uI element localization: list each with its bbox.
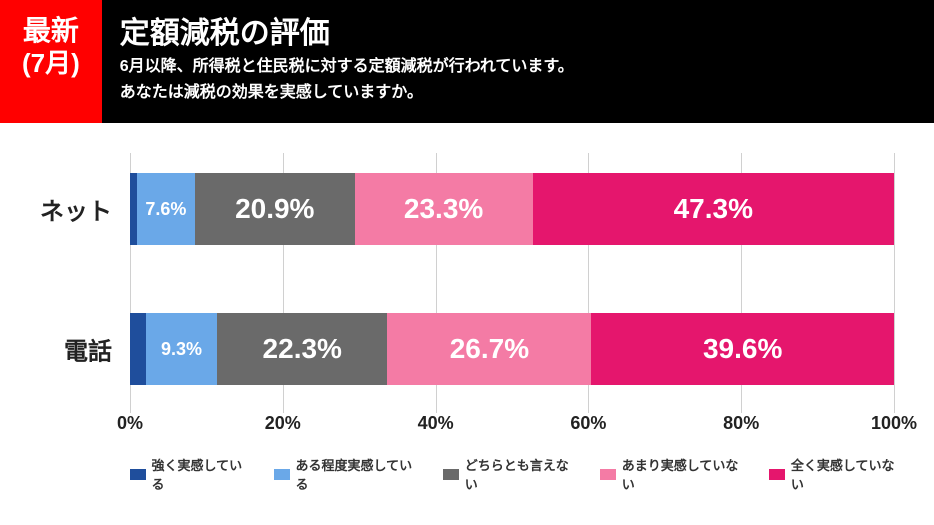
badge-line1: 最新 [22, 14, 80, 48]
legend-label: あまり実感していない [622, 455, 748, 493]
x-tick-label: 40% [418, 413, 454, 434]
category-label: 電話 [64, 332, 112, 367]
bar-segment [130, 313, 146, 385]
legend-label: ある程度実感している [296, 455, 422, 493]
category-label: ネット [40, 192, 112, 227]
title-block: 定額減税の評価 6月以降、所得税と住民税に対する定額減税が行われています。 あな… [102, 0, 592, 123]
bar-segment: 22.3% [217, 313, 387, 385]
x-tick-label: 20% [265, 413, 301, 434]
legend-item: 強く実感している [130, 455, 252, 493]
legend-label: 強く実感している [152, 455, 252, 493]
legend-item: あまり実感していない [600, 455, 747, 493]
chart-title: 定額減税の評価 [120, 14, 574, 53]
bar-segment: 20.9% [195, 173, 355, 245]
bar-row: ネット7.6%20.9%23.3%47.3% [130, 173, 894, 245]
legend-swatch [130, 469, 146, 480]
bar-row: 電話9.3%22.3%26.7%39.6% [130, 313, 894, 385]
gridline [894, 153, 895, 413]
x-tick-label: 60% [570, 413, 606, 434]
legend-swatch [769, 469, 785, 480]
legend-swatch [274, 469, 290, 480]
bar-segment: 39.6% [591, 313, 894, 385]
legend-label: どちらとも言えない [465, 455, 578, 493]
legend-item: ある程度実感している [274, 455, 421, 493]
bar-segment: 7.6% [137, 173, 195, 245]
bar-segment: 26.7% [387, 313, 591, 385]
latest-badge: 最新 (7月) [0, 0, 102, 123]
subtitle-line2: あなたは減税の効果を実感していますか。 [120, 81, 574, 105]
bar-segment [130, 173, 137, 245]
x-tick-label: 80% [723, 413, 759, 434]
plot: 0%20%40%60%80%100%ネット7.6%20.9%23.3%47.3%… [130, 153, 894, 443]
legend-item: どちらとも言えない [443, 455, 578, 493]
legend-item: 全く実感していない [769, 455, 904, 493]
badge-line2: (7月) [22, 48, 80, 79]
chart-area: 0%20%40%60%80%100%ネット7.6%20.9%23.3%47.3%… [0, 123, 934, 503]
header: 最新 (7月) 定額減税の評価 6月以降、所得税と住民税に対する定額減税が行われ… [0, 0, 934, 123]
subtitle-line1: 6月以降、所得税と住民税に対する定額減税が行われています。 [120, 55, 574, 79]
legend-swatch [443, 469, 459, 480]
legend-label: 全く実感していない [791, 455, 904, 493]
legend: 強く実感している ある程度実感している どちらとも言えない あまり実感していない 全く実… [30, 443, 904, 493]
x-tick-label: 0% [117, 413, 143, 434]
x-tick-label: 100% [871, 413, 917, 434]
bar-segment: 47.3% [533, 173, 894, 245]
x-axis: 0%20%40%60%80%100% [130, 413, 894, 443]
bar-segment: 23.3% [355, 173, 533, 245]
legend-swatch [600, 469, 616, 480]
bar-segment: 9.3% [146, 313, 217, 385]
